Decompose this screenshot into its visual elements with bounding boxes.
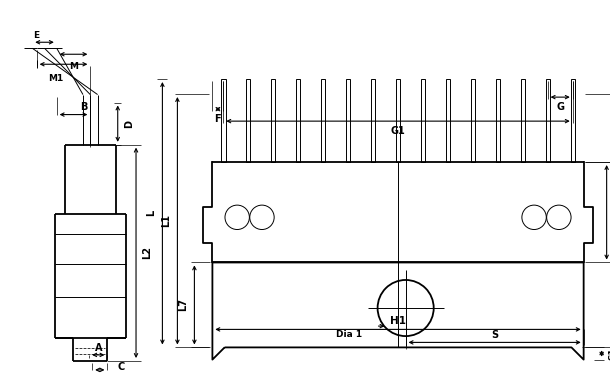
Text: L: L — [146, 210, 156, 217]
Text: M1: M1 — [48, 74, 63, 83]
Text: L2: L2 — [142, 246, 152, 259]
Text: A: A — [95, 343, 102, 353]
Text: S1: S1 — [608, 347, 610, 360]
Bar — [271, 79, 275, 162]
Text: C: C — [118, 362, 125, 372]
Bar — [471, 79, 475, 162]
Text: Dia 1: Dia 1 — [336, 330, 362, 339]
Bar — [221, 79, 226, 162]
Bar — [371, 79, 375, 162]
Text: G: G — [556, 102, 564, 112]
Bar — [421, 79, 425, 162]
Bar — [396, 79, 400, 162]
Text: G1: G1 — [390, 126, 406, 136]
Bar — [545, 79, 550, 162]
Bar — [321, 79, 325, 162]
Bar — [570, 79, 575, 162]
Bar — [446, 79, 450, 162]
Text: M: M — [69, 62, 78, 71]
Bar — [296, 79, 300, 162]
Text: D: D — [124, 120, 134, 128]
Bar — [521, 79, 525, 162]
Bar — [346, 79, 350, 162]
Text: L7: L7 — [178, 298, 188, 312]
Text: H1: H1 — [390, 317, 406, 327]
Text: E: E — [34, 31, 40, 40]
Text: S: S — [491, 330, 498, 340]
Text: L1: L1 — [162, 214, 171, 227]
Text: B: B — [80, 102, 87, 112]
Bar — [496, 79, 500, 162]
Text: F: F — [215, 114, 221, 124]
Bar — [246, 79, 251, 162]
